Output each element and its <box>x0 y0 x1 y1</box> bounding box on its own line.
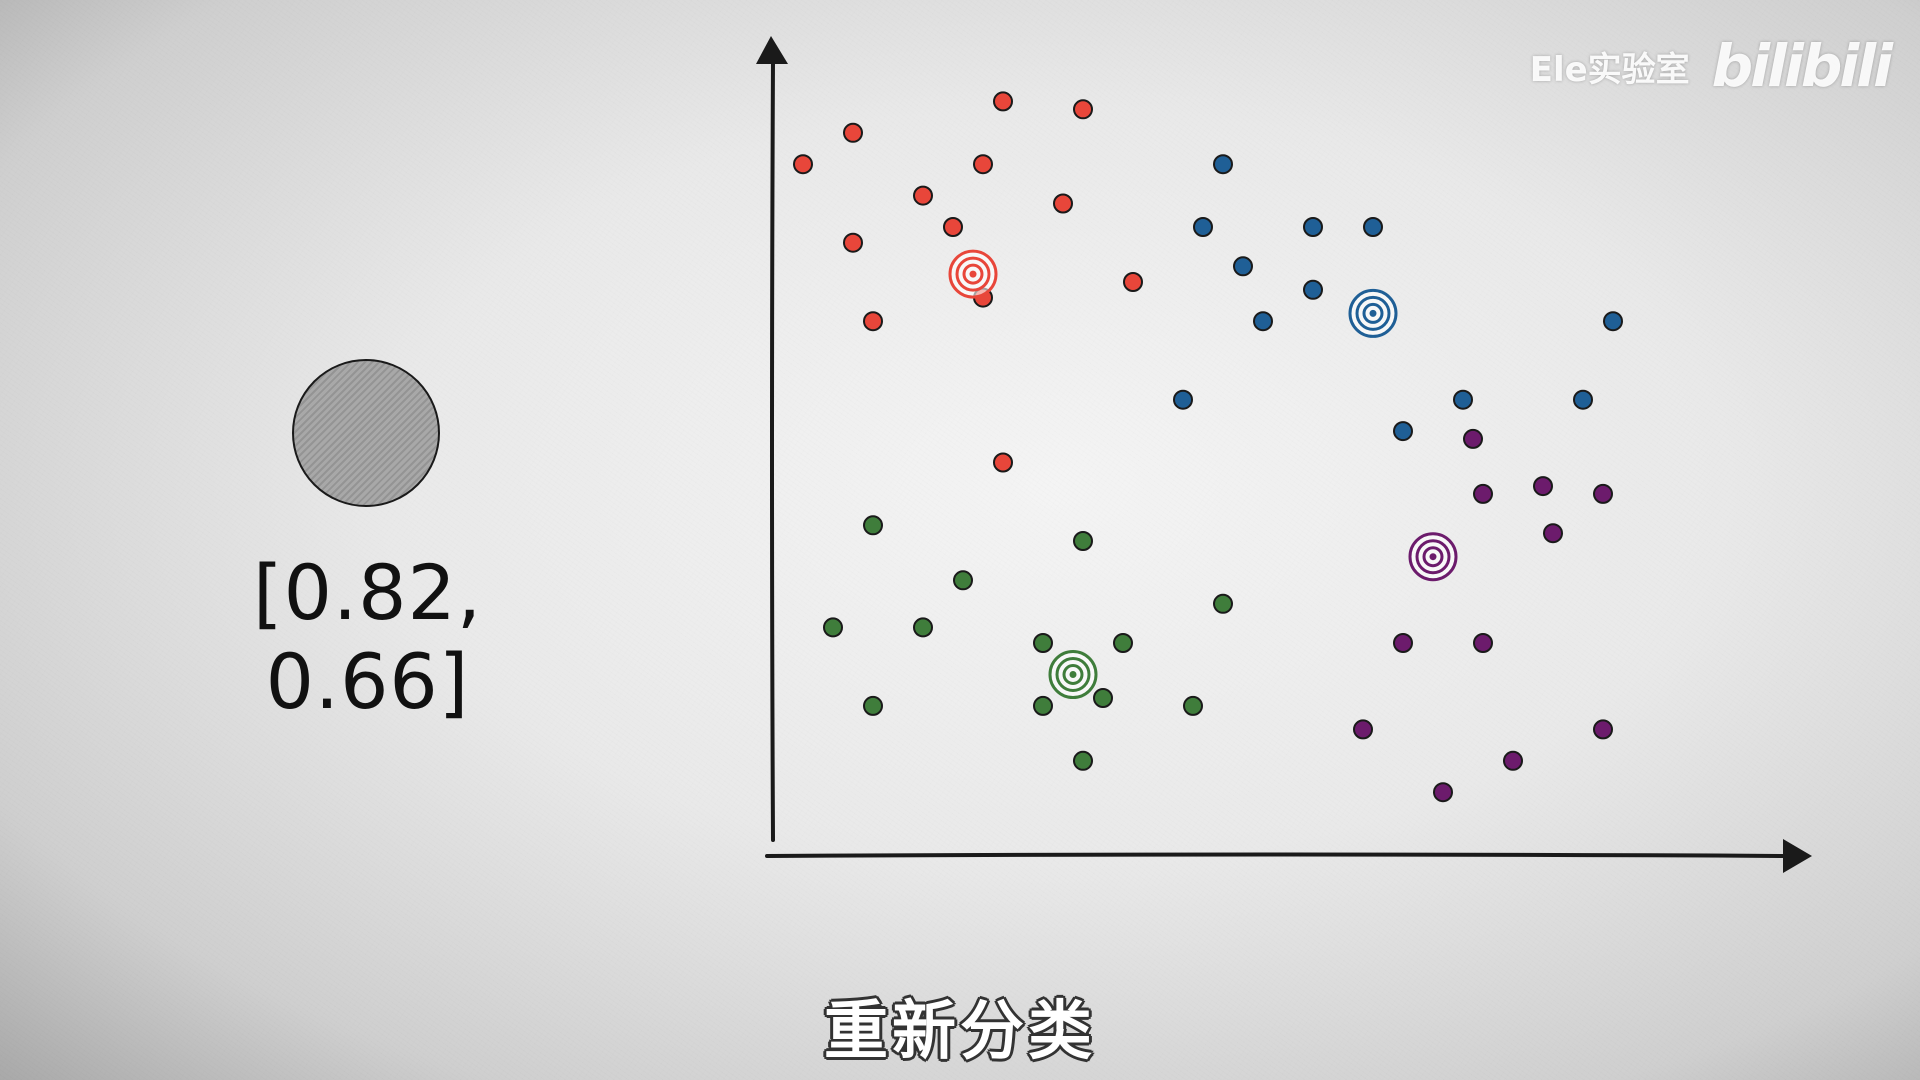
data-point-cluster-2 <box>1193 217 1213 237</box>
centroid-ring <box>1429 553 1437 561</box>
x-axis-arrow <box>1783 839 1812 873</box>
data-point-cluster-3 <box>1213 593 1233 614</box>
data-point-cluster-2 <box>1603 311 1623 332</box>
data-point-cluster-4 <box>1543 523 1563 544</box>
data-point-cluster-1 <box>843 122 863 143</box>
channel-name: Ele实验室 <box>1529 49 1690 90</box>
data-point-cluster-3 <box>1073 531 1093 551</box>
centroid-marker-cluster-2 <box>1348 288 1398 338</box>
centroid-ring <box>962 263 984 285</box>
data-point-cluster-3 <box>863 515 883 536</box>
y-axis-arrow <box>756 36 788 64</box>
data-point-cluster-1 <box>1123 272 1143 292</box>
sample-point <box>292 359 440 507</box>
data-point-cluster-4 <box>1473 483 1493 504</box>
data-point-cluster-3 <box>953 570 973 591</box>
centroid-ring <box>955 256 991 292</box>
y-axis <box>770 58 775 842</box>
data-point-cluster-4 <box>1473 633 1493 653</box>
chart-axes <box>756 36 1812 873</box>
data-point-cluster-3 <box>913 617 933 638</box>
data-point-cluster-3 <box>1093 688 1113 708</box>
centroid-ring <box>1055 657 1091 692</box>
data-point-cluster-2 <box>1393 421 1413 442</box>
data-point-cluster-3 <box>1033 695 1053 716</box>
x-axis <box>765 852 1787 858</box>
centroid-marker-cluster-3 <box>1048 650 1098 699</box>
data-point-cluster-3 <box>1113 633 1133 653</box>
data-point-cluster-2 <box>1573 389 1593 410</box>
data-point-cluster-1 <box>843 232 863 253</box>
data-point-cluster-4 <box>1593 483 1613 504</box>
data-point-cluster-2 <box>1173 389 1193 410</box>
data-point-cluster-2 <box>1253 311 1273 332</box>
data-point-cluster-4 <box>1353 719 1373 740</box>
data-point-cluster-1 <box>1073 99 1093 120</box>
data-point-cluster-3 <box>863 695 883 716</box>
data-point-cluster-1 <box>863 311 883 332</box>
data-point-cluster-2 <box>1363 217 1383 237</box>
data-point-cluster-1 <box>913 185 933 206</box>
centroid-ring <box>969 270 977 278</box>
data-point-cluster-1 <box>793 154 813 175</box>
centroid-ring <box>1369 309 1377 317</box>
data-point-cluster-1 <box>993 452 1013 473</box>
points-layer <box>793 91 1623 803</box>
data-point-cluster-1 <box>973 154 993 175</box>
data-point-cluster-4 <box>1433 782 1453 803</box>
data-point-cluster-2 <box>1453 389 1473 410</box>
centroid-ring <box>1362 302 1384 324</box>
data-point-cluster-2 <box>1233 256 1253 277</box>
data-point-cluster-2 <box>1303 279 1323 300</box>
data-point-cluster-2 <box>1213 154 1233 175</box>
centroid-ring <box>1422 546 1444 568</box>
data-point-cluster-3 <box>1033 633 1053 653</box>
watermark: Ele实验室 bilibili <box>1529 32 1893 100</box>
data-point-cluster-2 <box>1303 217 1323 237</box>
centroid-ring <box>1355 295 1391 331</box>
centroid-ring <box>1069 671 1077 678</box>
data-point-cluster-3 <box>1073 750 1093 771</box>
data-point-cluster-1 <box>1053 193 1073 214</box>
bilibili-logo: bilibili <box>1711 32 1893 100</box>
data-point-cluster-4 <box>1463 428 1483 449</box>
data-point-cluster-4 <box>1593 719 1613 740</box>
data-point-cluster-3 <box>823 617 843 638</box>
data-point-cluster-3 <box>1183 695 1203 716</box>
data-point-cluster-4 <box>1503 750 1523 771</box>
data-point-cluster-4 <box>1533 476 1553 497</box>
subtitle: 重新分类 <box>824 995 1096 1069</box>
sample-vector-label: [0.82, 0.66] <box>252 548 483 726</box>
data-point-cluster-1 <box>993 91 1013 112</box>
data-point-cluster-1 <box>943 217 963 237</box>
centroid-marker-cluster-4 <box>1408 532 1458 582</box>
centroid-layer <box>948 249 1458 699</box>
data-point-cluster-4 <box>1393 633 1413 653</box>
centroid-ring <box>1415 539 1451 575</box>
centroid-marker-cluster-1 <box>948 249 998 299</box>
centroid-ring <box>1062 664 1084 685</box>
